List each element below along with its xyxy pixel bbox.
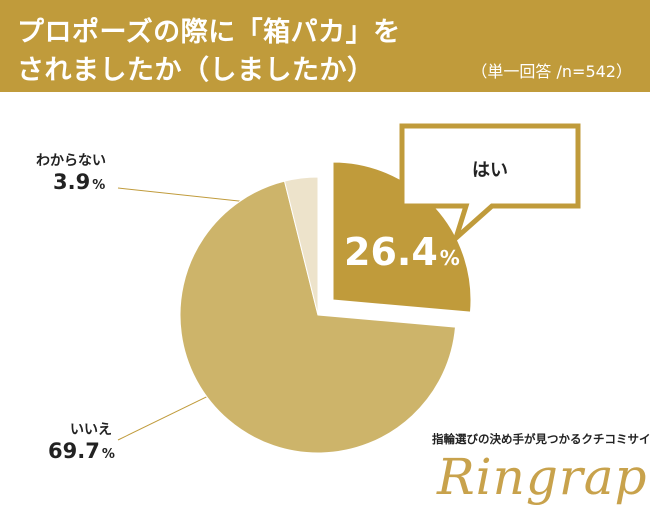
- slice-value-wakaranai: 3.9%: [53, 170, 106, 194]
- sample-size-note: （単一回答 /n=542）: [471, 62, 632, 81]
- slice-value-hai: 26.4%: [344, 230, 460, 274]
- slice-label-iie: いいえ: [70, 422, 112, 438]
- header-banner: プロポーズの際に「箱パカ」を されましたか（しましたか） （単一回答 /n=54…: [0, 0, 650, 92]
- site-tagline: 指輪選びの決め手が見つかるクチコミサイト: [432, 432, 650, 446]
- slice-iie: [179, 180, 457, 454]
- slice-wakaranai: [283, 176, 319, 316]
- label-iie: いいえ 69.7%: [48, 419, 115, 463]
- chart-title-line1: プロポーズの際に「箱パカ」を: [17, 17, 401, 48]
- callout-bubble: [399, 123, 581, 246]
- label-wakaranai: わからない 3.9%: [36, 150, 106, 194]
- slice-value-iie: 69.7%: [48, 439, 115, 463]
- slice-label-wakaranai: わからない: [36, 153, 106, 169]
- chart-title-line2: されましたか（しましたか）: [17, 55, 375, 86]
- ringraph-logo: Ringraph: [437, 448, 650, 506]
- callout-label-hai: はい: [472, 160, 508, 181]
